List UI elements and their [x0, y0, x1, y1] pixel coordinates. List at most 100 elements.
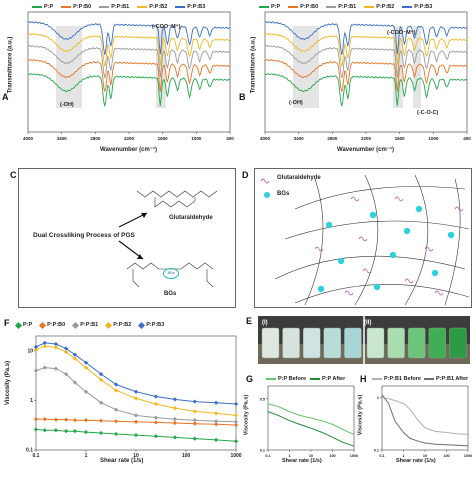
legend-entry: P:P:B0 [61, 4, 91, 10]
legend-swatch [423, 378, 434, 380]
x-tick-label: 2200 [124, 136, 135, 141]
legend-entry: P:P [14, 321, 32, 329]
polymer-chain [404, 174, 429, 306]
vial [323, 327, 342, 359]
glutaraldehyde-link [424, 246, 434, 252]
data-point-P:P:B0 [98, 418, 104, 423]
x-tick-label: 2200 [361, 136, 372, 141]
data-point-P:P:B2 [98, 377, 104, 383]
panel-g-ylabel: Viscosity (Pa.s) [243, 394, 250, 436]
vial [303, 327, 321, 359]
spectrum-line-P:P:B1 [264, 45, 468, 79]
data-point-P:P:B1 [133, 413, 139, 418]
panel-d-legend-glutaraldehyde: Glutaraldehyde [277, 175, 321, 181]
x-tick-label: 1000 [350, 454, 358, 458]
legend-label: P:P:B1 [80, 322, 99, 328]
legend-label: P:P:B3 [146, 322, 165, 328]
x-tick-label: 100 [443, 454, 449, 458]
data-point-P:P:B1 [42, 365, 47, 370]
x-tick-label: 0.1 [379, 454, 384, 458]
glutaraldehyde-link [314, 246, 324, 252]
series-line-P:P Before [267, 403, 355, 436]
data-point-P:P:B2 [233, 413, 239, 418]
data-point-P:P [233, 439, 239, 444]
glutaraldehyde-link [350, 196, 360, 202]
bgs-side-chain [132, 269, 140, 288]
x-tick-label: 3400 [57, 136, 68, 141]
legend-swatch [266, 378, 276, 380]
series-line-P:P:B3 [35, 342, 237, 405]
data-point-P:P [83, 429, 89, 435]
glutaraldehyde-link [404, 278, 414, 284]
data-point-P:P:B1 [83, 389, 89, 394]
data-point-P:P:B3 [53, 341, 59, 347]
bgs-particle [415, 205, 423, 213]
x-tick-label: 1 [402, 454, 404, 458]
data-point-P:P [33, 427, 39, 432]
spectrum-line-P:P:B0 [27, 58, 231, 92]
data-point-P:P:B0 [63, 417, 69, 422]
panel-d-network-frame: Glutaraldehyde BGs [254, 168, 472, 308]
data-point-P:P:B3 [233, 401, 239, 407]
panel-b-coo-annotation: (-COO⁻M⁺) [387, 30, 416, 36]
data-point-P:P [172, 435, 178, 440]
y-tick-label: 10 [27, 348, 33, 354]
data-point-P:P [63, 429, 69, 434]
data-point-P:P:B2 [72, 356, 78, 361]
x-tick-label: 10 [423, 454, 427, 458]
legend-entry: P:P:B1 [326, 4, 356, 10]
glutaraldehyde-structure [136, 190, 218, 198]
legend-swatch [99, 6, 110, 8]
panel-f-ylabel: Viscosity (Pa.s) [5, 360, 12, 406]
panel-g-label: G [246, 374, 254, 384]
data-point-P:P:B0 [83, 418, 89, 423]
data-point-P:P:B1 [153, 415, 159, 420]
panel-b-ftir-plot: 4000 3400 2800 2200 1600 1000 400 [260, 11, 471, 141]
bgs-particle [431, 269, 439, 277]
vial [282, 327, 300, 359]
panel-a-coo-annotation: (-COO⁻M⁺) [152, 24, 181, 30]
legend-label: P:P [271, 4, 281, 10]
data-point-P:P [98, 430, 104, 436]
legend-label: P:P:B1 [111, 4, 130, 10]
panel-e-label: E [246, 316, 253, 326]
panel-a-legend: P:P P:P:B0 P:P:B1 P:P:B2 P:P:B3 [32, 4, 205, 10]
data-point-P:P [72, 429, 78, 434]
legend-label: P:P:B1 After [435, 376, 469, 382]
x-tick-label: 2800 [90, 136, 101, 141]
arrowhead [137, 254, 143, 259]
legend-label: P:P:B2 [149, 4, 168, 10]
x-tick-label: 4000 [260, 136, 271, 141]
panel-e-sub-i: (I) [262, 320, 268, 326]
glutaraldehyde-legend-icon [260, 178, 270, 184]
data-point-P:P:B0 [192, 421, 197, 426]
polymer-chain [294, 186, 466, 210]
legend-label: P:P After [322, 376, 346, 382]
vial [261, 327, 280, 359]
data-point-P:P:B1 [172, 417, 178, 422]
bgs-particle [369, 211, 377, 219]
x-tick-label: 1600 [395, 136, 406, 141]
legend-label: P:P Before [278, 376, 307, 382]
panel-g-xlabel: Shear rate (1/s) [282, 458, 322, 464]
panel-a-ylabel: Transmittance (a.u.) [7, 36, 14, 94]
x-tick-label: 1 [85, 453, 88, 459]
legend-entry: P:P:B1 Before [372, 376, 421, 382]
glutaraldehyde-link [394, 196, 404, 202]
data-point-P:P:B1 [53, 366, 59, 371]
legend-entry: P:P After [310, 376, 345, 382]
legend-swatch [32, 6, 42, 8]
panel-c-glutaraldehyde-label: Glutaraldehyde [169, 215, 213, 221]
glutaraldehyde-link [358, 236, 368, 242]
legend-entry: P:P:B3 [402, 4, 432, 10]
legend-swatch [372, 378, 382, 380]
legend-swatch [137, 6, 148, 8]
legend-label: P:P [44, 4, 54, 10]
data-point-P:P:B1 [113, 407, 119, 412]
y-tick-label: 0.1 [260, 449, 265, 453]
panel-h-ylabel: Viscosity (Pa.s) [357, 394, 364, 436]
panel-a-label: A [2, 92, 9, 102]
data-point-P:P:B0 [213, 422, 219, 427]
data-point-P:P:B1 [192, 418, 197, 423]
x-tick-label: 400 [463, 136, 471, 141]
